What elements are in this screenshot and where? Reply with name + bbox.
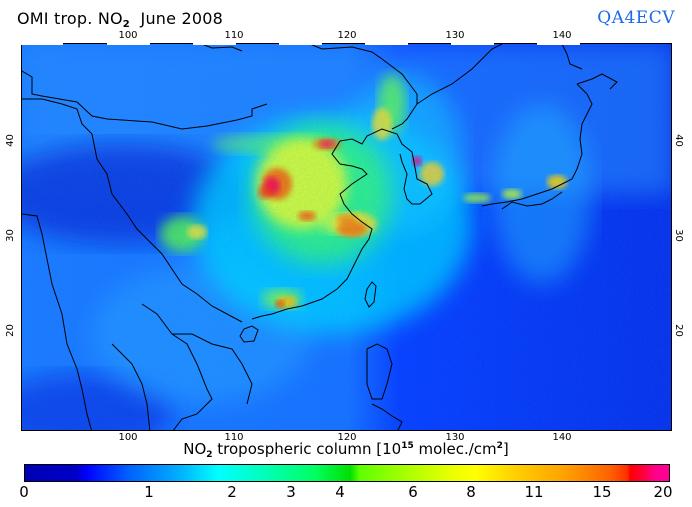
colorbar-tick: 20: [653, 483, 673, 501]
colorbar-title: NO2 tropospheric column [1015 molec./cm2…: [183, 440, 509, 460]
colorbar-tick: 3: [286, 483, 296, 501]
axis-scale-bar: [279, 43, 322, 45]
colorbar-tick: 2: [227, 483, 237, 501]
lat-tick-left: 20: [4, 324, 16, 337]
axis-scale-bar: [365, 43, 408, 45]
no2-map[interactable]: [21, 43, 672, 431]
colorbar-tick: 4: [335, 483, 345, 501]
brand-logo: QA4ECV: [597, 8, 675, 28]
lat-tick-left: 30: [4, 229, 16, 242]
axis-scale-bar: [107, 43, 150, 45]
colorbar-tick: 6: [408, 483, 418, 501]
lon-tick-top: 100: [118, 30, 138, 41]
lon-tick-bottom: 130: [445, 432, 465, 443]
lon-tick-bottom: 120: [337, 432, 357, 443]
axis-scale-bar: [21, 43, 63, 45]
lon-tick-bottom: 100: [118, 432, 138, 443]
no2-heatmap: [22, 44, 671, 430]
lat-tick-left: 40: [4, 134, 16, 147]
axis-scale-bar: [451, 43, 494, 45]
lon-tick-top: 130: [445, 30, 465, 41]
colorbar: [24, 464, 670, 482]
lon-tick-bottom: 110: [224, 432, 244, 443]
lat-tick-right: 20: [672, 324, 684, 337]
colorbar-tick: 11: [524, 483, 544, 501]
coastline-outlines: [22, 44, 618, 430]
map-title: OMI trop. NO2 June 2008: [17, 9, 223, 30]
colorbar-tick: 0: [19, 483, 29, 501]
colorbar-tick: 15: [592, 483, 612, 501]
colorbar-tick: 8: [466, 483, 476, 501]
colorbar-tick: 1: [144, 483, 154, 501]
lat-tick-right: 30: [672, 229, 684, 242]
lon-tick-bottom: 140: [552, 432, 572, 443]
axis-scale-bar: [537, 43, 580, 45]
lat-tick-right: 40: [672, 134, 684, 147]
lon-tick-top: 110: [224, 30, 244, 41]
lon-tick-top: 120: [337, 30, 357, 41]
lon-tick-top: 140: [552, 30, 572, 41]
axis-scale-bar: [193, 43, 236, 45]
